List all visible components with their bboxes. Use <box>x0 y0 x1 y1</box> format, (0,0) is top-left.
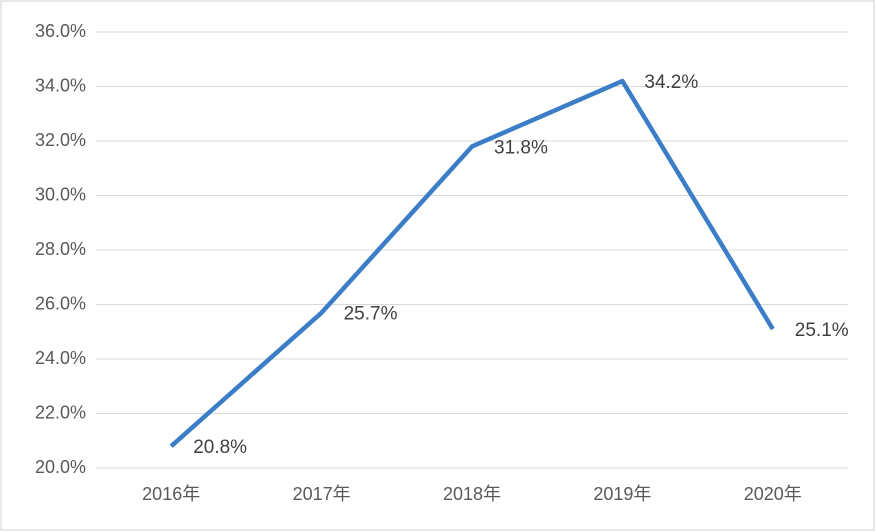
y-tick-label: 26.0% <box>35 293 86 313</box>
value-label: 31.8% <box>494 137 548 158</box>
y-tick-label: 22.0% <box>35 402 86 422</box>
value-label: 20.8% <box>193 437 247 458</box>
y-tick-label: 34.0% <box>35 75 86 95</box>
value-label: 34.2% <box>644 72 698 93</box>
y-tick-label: 20.0% <box>35 457 86 477</box>
data-line <box>169 78 775 448</box>
y-tick-label: 24.0% <box>35 348 86 368</box>
value-label: 25.7% <box>344 304 398 325</box>
y-tick-label: 36.0% <box>35 21 86 41</box>
x-tick-label: 2020年 <box>744 484 802 504</box>
y-tick-label: 30.0% <box>35 184 86 204</box>
y-tick-label: 28.0% <box>35 239 86 259</box>
x-tick-label: 2018年 <box>443 484 501 504</box>
y-tick-label: 32.0% <box>35 130 86 150</box>
value-label: 25.1% <box>795 320 849 341</box>
x-tick-label: 2017年 <box>293 484 351 504</box>
x-tick-label: 2019年 <box>593 484 651 504</box>
x-tick-label: 2016年 <box>142 484 200 504</box>
